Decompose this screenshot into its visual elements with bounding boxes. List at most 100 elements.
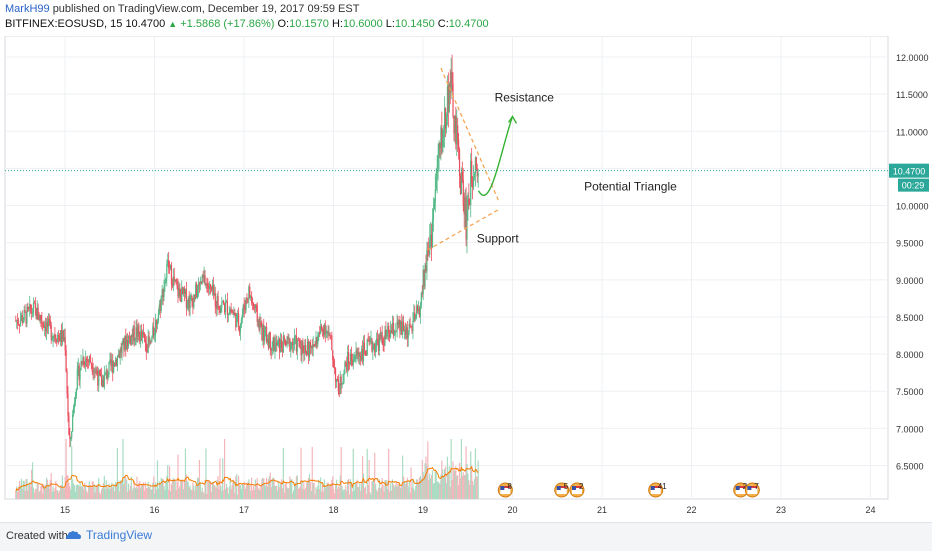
event-flag-canton xyxy=(735,486,740,490)
candle-body xyxy=(114,359,117,366)
volume-bar xyxy=(344,489,346,499)
candle-body xyxy=(452,83,454,116)
volume-bar xyxy=(437,481,439,499)
candle-body xyxy=(418,308,421,317)
volume-bar xyxy=(271,478,273,499)
volume-bar xyxy=(387,488,389,499)
candle-body xyxy=(425,265,427,272)
x-tick-label: 23 xyxy=(776,505,786,515)
candle-body xyxy=(439,143,441,148)
candle-body xyxy=(132,325,134,338)
candle-body xyxy=(99,370,101,375)
volume-bar xyxy=(326,482,328,499)
y-tick-label: 10.0000 xyxy=(896,202,929,212)
tradingview-brand[interactable]: TradingView xyxy=(66,528,152,542)
volume-bar xyxy=(198,459,201,499)
candle-body xyxy=(237,313,240,327)
volume-bar xyxy=(400,487,402,499)
x-tick-label: 22 xyxy=(686,505,696,515)
volume-bar xyxy=(183,480,186,499)
volume-bar xyxy=(430,478,432,499)
candle-body xyxy=(422,269,424,295)
candle-body xyxy=(389,332,391,338)
volume-bar xyxy=(402,455,404,499)
candle-body xyxy=(455,115,457,145)
volume-bar xyxy=(113,485,115,499)
candle-body xyxy=(40,315,42,321)
volume-bar xyxy=(261,479,263,499)
volume-bar xyxy=(361,456,364,499)
candle-body xyxy=(101,379,104,387)
event-flag-stripe xyxy=(571,486,582,488)
event-flag-stripe xyxy=(500,486,511,488)
volume-bar xyxy=(404,483,407,499)
candle-body xyxy=(431,219,434,248)
volume-bar xyxy=(91,481,93,499)
candle-body xyxy=(268,332,270,349)
candle-body xyxy=(262,324,264,341)
volume-bar xyxy=(469,484,471,499)
volume-bar xyxy=(334,486,337,499)
candle-body xyxy=(146,351,148,353)
candle-body xyxy=(337,379,339,392)
volume-bar xyxy=(127,483,130,499)
candle-body xyxy=(221,302,223,307)
candle-body xyxy=(314,345,316,347)
candle-body xyxy=(384,330,386,346)
volume-bar xyxy=(180,481,182,499)
candle-body xyxy=(274,344,276,351)
volume-bar xyxy=(245,486,247,499)
volume-bar xyxy=(108,483,110,499)
event-flag-stripe xyxy=(747,486,758,488)
volume-bar xyxy=(455,466,457,499)
volume-bar xyxy=(335,479,338,499)
candle-body xyxy=(364,350,366,355)
candle-body xyxy=(232,312,234,315)
candle-body xyxy=(327,331,329,334)
volume-bar xyxy=(379,488,381,499)
candle-body xyxy=(421,293,423,295)
candle-body xyxy=(435,176,437,190)
volume-bar xyxy=(290,479,292,499)
candle-body xyxy=(58,336,61,342)
volume-bar xyxy=(95,485,97,499)
event-marker-count: 2 xyxy=(743,482,748,491)
volume-bar xyxy=(58,492,60,499)
volume-bar xyxy=(369,492,371,499)
volume-bar xyxy=(382,485,384,499)
candle-body xyxy=(213,293,215,295)
volume-bar xyxy=(457,475,459,499)
volume-bar xyxy=(316,489,318,499)
low-label: L: xyxy=(385,18,395,30)
candle-body xyxy=(415,315,417,319)
plot-area xyxy=(4,36,889,500)
volume-bar xyxy=(186,480,188,499)
candle-body xyxy=(177,286,179,297)
volume-bar xyxy=(229,479,231,499)
volume-bar xyxy=(234,493,236,499)
volume-bar xyxy=(448,466,450,499)
tradingview-brand-text: TradingView xyxy=(86,528,153,542)
volume-bar xyxy=(116,447,118,499)
price-chart[interactable]: 12.000011.500011.000010.500010.00009.500… xyxy=(0,36,932,522)
candle-body xyxy=(312,344,314,349)
volume-bar xyxy=(81,486,83,499)
candle-body xyxy=(134,339,136,341)
volume-bar xyxy=(321,484,324,499)
volume-bar xyxy=(163,486,165,499)
volume-bar xyxy=(228,486,230,499)
volume-bar xyxy=(134,488,136,499)
volume-bar xyxy=(237,475,240,499)
candle-body xyxy=(223,301,225,305)
volume-bar xyxy=(170,484,173,499)
candle-body xyxy=(336,379,339,380)
candle-body xyxy=(240,319,242,326)
candle-body xyxy=(243,304,245,309)
candle-body xyxy=(458,149,461,176)
candle-body xyxy=(426,249,428,272)
volume-bar xyxy=(189,485,191,499)
author-link[interactable]: MarkH99 xyxy=(5,3,50,15)
candle-body xyxy=(47,318,50,327)
candle-body xyxy=(172,276,174,287)
